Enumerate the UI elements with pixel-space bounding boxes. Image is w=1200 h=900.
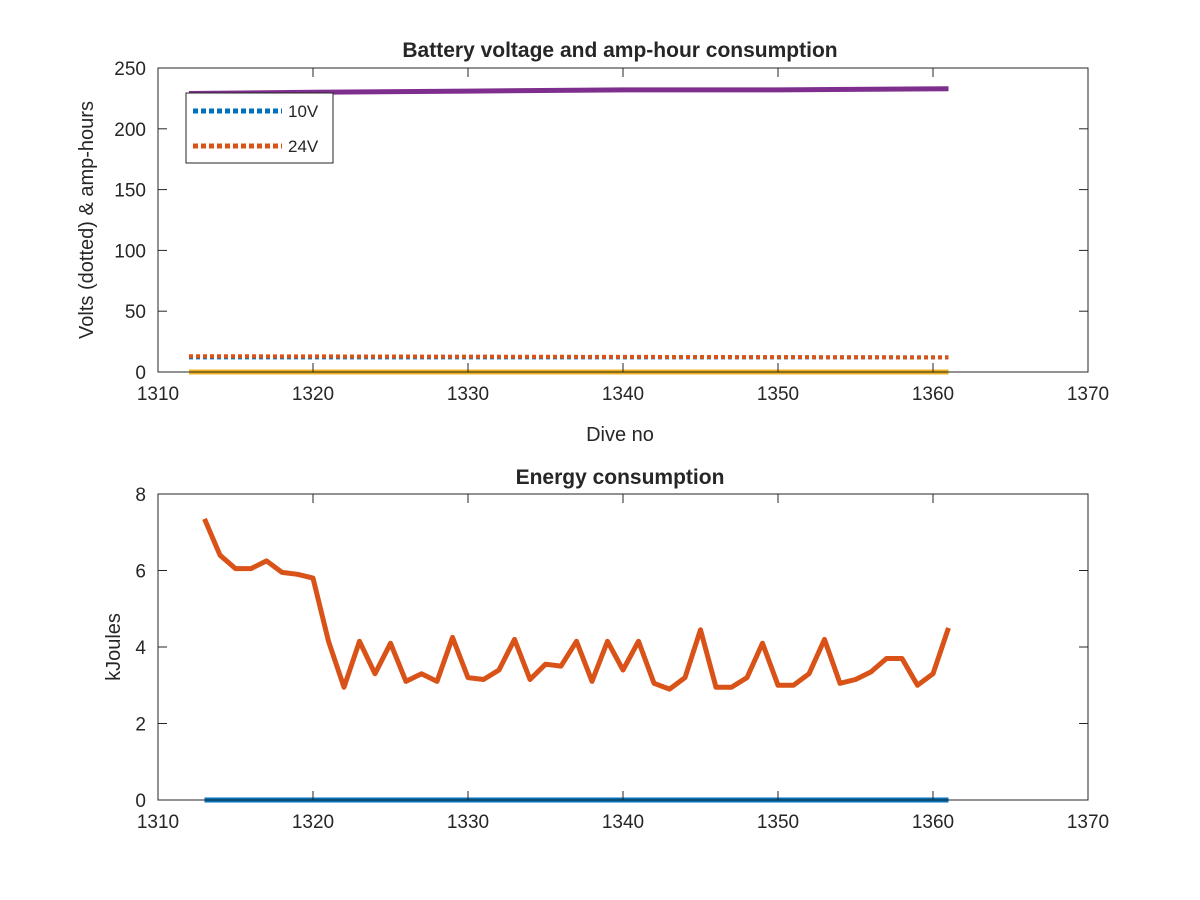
- y-tick-label: 6: [135, 562, 146, 583]
- legend-label-10v: 10V: [288, 102, 319, 121]
- energy-chart-ticks: 1310 1320 1330 1340 1350 1360 1370 0 2 4 6 8: [135, 485, 1109, 833]
- x-tick-label: 1320: [292, 812, 334, 833]
- y-tick-label: 250: [114, 59, 146, 80]
- energy-chart-axes-box: [157, 493, 1089, 801]
- x-tick-label: 1310: [137, 384, 179, 405]
- y-tick-label: 2: [135, 715, 146, 736]
- x-tick-label: 1350: [757, 812, 799, 833]
- x-tick-label: 1320: [292, 384, 334, 405]
- voltage-chart-title: Battery voltage and amp-hour consumption: [402, 39, 837, 62]
- voltage-chart-series-line-1: [188, 354, 949, 360]
- x-tick-label: 1360: [912, 812, 954, 833]
- x-tick-label: 1370: [1067, 384, 1109, 405]
- energy-chart-series-line-1: [202, 517, 951, 692]
- x-tick-label: 1360: [912, 384, 954, 405]
- energy-chart-title: Energy consumption: [516, 466, 725, 489]
- x-tick-label: 1330: [447, 384, 489, 405]
- x-tick-label: 1370: [1067, 812, 1109, 833]
- x-tick-label: 1340: [602, 384, 644, 405]
- x-tick-label: 1310: [137, 812, 179, 833]
- voltage-chart-legend: 10V 24V: [185, 92, 334, 164]
- y-tick-label: 150: [114, 181, 146, 202]
- voltage-chart: Battery voltage and amp-hour consumption…: [76, 39, 1109, 446]
- y-tick-label: 8: [135, 485, 146, 506]
- energy-chart-series: [202, 517, 951, 803]
- voltage-chart-ticks: 1310 1320 1330 1340 1350 1360 1370 0 50 100 150 200…: [114, 59, 1109, 405]
- voltage-chart-xlabel: Dive no: [586, 424, 654, 446]
- voltage-chart-ylabel: Volts (dotted) & amp-hours: [76, 101, 98, 339]
- y-tick-label: 0: [135, 791, 146, 812]
- energy-chart: Energy consumption 1310 1320 1330 1340 1350 1…: [103, 466, 1109, 833]
- energy-chart-ylabel: kJoules: [103, 613, 125, 681]
- legend-label-24v: 24V: [288, 137, 319, 156]
- x-tick-label: 1330: [447, 812, 489, 833]
- y-tick-label: 4: [135, 638, 146, 659]
- x-tick-label: 1340: [602, 812, 644, 833]
- x-tick-label: 1350: [757, 384, 799, 405]
- legend-box: [185, 92, 334, 164]
- y-tick-label: 0: [135, 363, 146, 384]
- y-tick-label: 50: [125, 302, 146, 323]
- y-tick-label: 100: [114, 241, 146, 262]
- y-tick-label: 200: [114, 120, 146, 141]
